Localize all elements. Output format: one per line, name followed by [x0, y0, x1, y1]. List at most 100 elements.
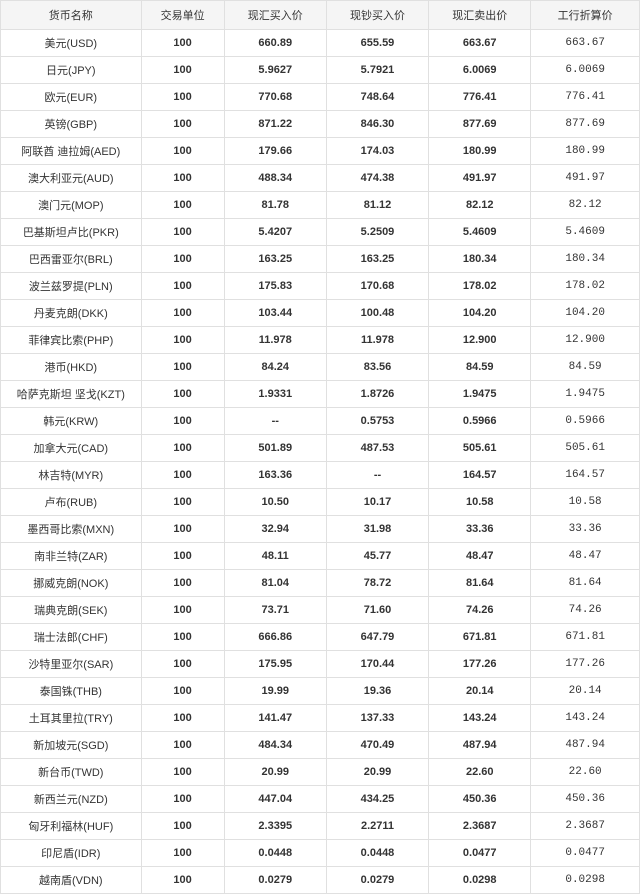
cell-buy-remit: 81.78 — [224, 192, 326, 219]
cell-sell-remit: 6.0069 — [429, 57, 531, 84]
cell-icbc-rate: 0.0298 — [531, 867, 640, 894]
cell-sell-remit: 33.36 — [429, 516, 531, 543]
cell-unit: 100 — [141, 732, 224, 759]
cell-buy-remit: 179.66 — [224, 138, 326, 165]
cell-currency-name: 丹麦克朗(DKK) — [1, 300, 142, 327]
cell-buy-cash: 647.79 — [326, 624, 428, 651]
cell-buy-remit: 19.99 — [224, 678, 326, 705]
cell-icbc-rate: 180.34 — [531, 246, 640, 273]
cell-buy-cash: 2.2711 — [326, 813, 428, 840]
cell-sell-remit: 22.60 — [429, 759, 531, 786]
cell-sell-remit: 20.14 — [429, 678, 531, 705]
cell-buy-cash: 45.77 — [326, 543, 428, 570]
cell-currency-name: 韩元(KRW) — [1, 408, 142, 435]
table-row: 加拿大元(CAD)100501.89487.53505.61505.61 — [1, 435, 640, 462]
cell-buy-remit: 32.94 — [224, 516, 326, 543]
cell-unit: 100 — [141, 111, 224, 138]
table-row: 林吉特(MYR)100163.36--164.57164.57 — [1, 462, 640, 489]
cell-icbc-rate: 6.0069 — [531, 57, 640, 84]
cell-icbc-rate: 74.26 — [531, 597, 640, 624]
cell-buy-remit: 163.25 — [224, 246, 326, 273]
cell-icbc-rate: 20.14 — [531, 678, 640, 705]
cell-buy-cash: 434.25 — [326, 786, 428, 813]
table-row: 泰国铢(THB)10019.9919.3620.1420.14 — [1, 678, 640, 705]
cell-currency-name: 加拿大元(CAD) — [1, 435, 142, 462]
cell-buy-cash: 19.36 — [326, 678, 428, 705]
cell-unit: 100 — [141, 651, 224, 678]
cell-currency-name: 印尼盾(IDR) — [1, 840, 142, 867]
cell-unit: 100 — [141, 516, 224, 543]
cell-unit: 100 — [141, 840, 224, 867]
cell-currency-name: 阿联酋 迪拉姆(AED) — [1, 138, 142, 165]
cell-unit: 100 — [141, 813, 224, 840]
cell-sell-remit: 776.41 — [429, 84, 531, 111]
cell-sell-remit: 663.67 — [429, 30, 531, 57]
cell-buy-remit: 0.0279 — [224, 867, 326, 894]
cell-buy-cash: 5.7921 — [326, 57, 428, 84]
table-row: 巴西雷亚尔(BRL)100163.25163.25180.34180.34 — [1, 246, 640, 273]
cell-buy-cash: -- — [326, 462, 428, 489]
cell-sell-remit: 0.0477 — [429, 840, 531, 867]
cell-currency-name: 美元(USD) — [1, 30, 142, 57]
cell-sell-remit: 48.47 — [429, 543, 531, 570]
table-row: 日元(JPY)1005.96275.79216.00696.0069 — [1, 57, 640, 84]
cell-currency-name: 欧元(EUR) — [1, 84, 142, 111]
cell-icbc-rate: 1.9475 — [531, 381, 640, 408]
cell-sell-remit: 180.99 — [429, 138, 531, 165]
cell-currency-name: 墨西哥比索(MXN) — [1, 516, 142, 543]
cell-buy-cash: 470.49 — [326, 732, 428, 759]
cell-currency-name: 沙特里亚尔(SAR) — [1, 651, 142, 678]
table-row: 欧元(EUR)100770.68748.64776.41776.41 — [1, 84, 640, 111]
cell-unit: 100 — [141, 84, 224, 111]
cell-unit: 100 — [141, 300, 224, 327]
cell-buy-cash: 11.978 — [326, 327, 428, 354]
cell-icbc-rate: 450.36 — [531, 786, 640, 813]
cell-unit: 100 — [141, 138, 224, 165]
cell-unit: 100 — [141, 624, 224, 651]
cell-icbc-rate: 776.41 — [531, 84, 640, 111]
cell-buy-remit: 10.50 — [224, 489, 326, 516]
cell-buy-remit: 447.04 — [224, 786, 326, 813]
cell-buy-remit: 11.978 — [224, 327, 326, 354]
cell-buy-cash: 487.53 — [326, 435, 428, 462]
cell-sell-remit: 491.97 — [429, 165, 531, 192]
cell-currency-name: 越南盾(VDN) — [1, 867, 142, 894]
cell-currency-name: 瑞士法郎(CHF) — [1, 624, 142, 651]
cell-unit: 100 — [141, 759, 224, 786]
table-row: 菲律宾比索(PHP)10011.97811.97812.90012.900 — [1, 327, 640, 354]
cell-buy-remit: 0.0448 — [224, 840, 326, 867]
cell-buy-cash: 78.72 — [326, 570, 428, 597]
cell-sell-remit: 12.900 — [429, 327, 531, 354]
cell-unit: 100 — [141, 57, 224, 84]
cell-unit: 100 — [141, 462, 224, 489]
cell-buy-cash: 174.03 — [326, 138, 428, 165]
cell-icbc-rate: 671.81 — [531, 624, 640, 651]
cell-buy-cash: 170.68 — [326, 273, 428, 300]
cell-currency-name: 挪威克朗(NOK) — [1, 570, 142, 597]
cell-icbc-rate: 104.20 — [531, 300, 640, 327]
cell-buy-remit: 73.71 — [224, 597, 326, 624]
cell-icbc-rate: 82.12 — [531, 192, 640, 219]
cell-currency-name: 匈牙利福林(HUF) — [1, 813, 142, 840]
cell-icbc-rate: 487.94 — [531, 732, 640, 759]
cell-currency-name: 澳门元(MOP) — [1, 192, 142, 219]
cell-currency-name: 港币(HKD) — [1, 354, 142, 381]
cell-unit: 100 — [141, 543, 224, 570]
cell-icbc-rate: 22.60 — [531, 759, 640, 786]
cell-sell-remit: 177.26 — [429, 651, 531, 678]
cell-sell-remit: 505.61 — [429, 435, 531, 462]
col-icbc-rate: 工行折算价 — [531, 1, 640, 30]
cell-buy-cash: 0.0448 — [326, 840, 428, 867]
cell-unit: 100 — [141, 597, 224, 624]
cell-currency-name: 澳大利亚元(AUD) — [1, 165, 142, 192]
cell-unit: 100 — [141, 273, 224, 300]
cell-unit: 100 — [141, 165, 224, 192]
table-row: 波兰兹罗提(PLN)100175.83170.68178.02178.02 — [1, 273, 640, 300]
table-row: 哈萨克斯坦 坚戈(KZT)1001.93311.87261.94751.9475 — [1, 381, 640, 408]
table-row: 土耳其里拉(TRY)100141.47137.33143.24143.24 — [1, 705, 640, 732]
exchange-rate-table: 货币名称 交易单位 现汇买入价 现钞买入价 现汇卖出价 工行折算价 美元(USD… — [0, 0, 640, 894]
cell-sell-remit: 74.26 — [429, 597, 531, 624]
cell-currency-name: 瑞典克朗(SEK) — [1, 597, 142, 624]
cell-icbc-rate: 505.61 — [531, 435, 640, 462]
cell-buy-remit: 488.34 — [224, 165, 326, 192]
